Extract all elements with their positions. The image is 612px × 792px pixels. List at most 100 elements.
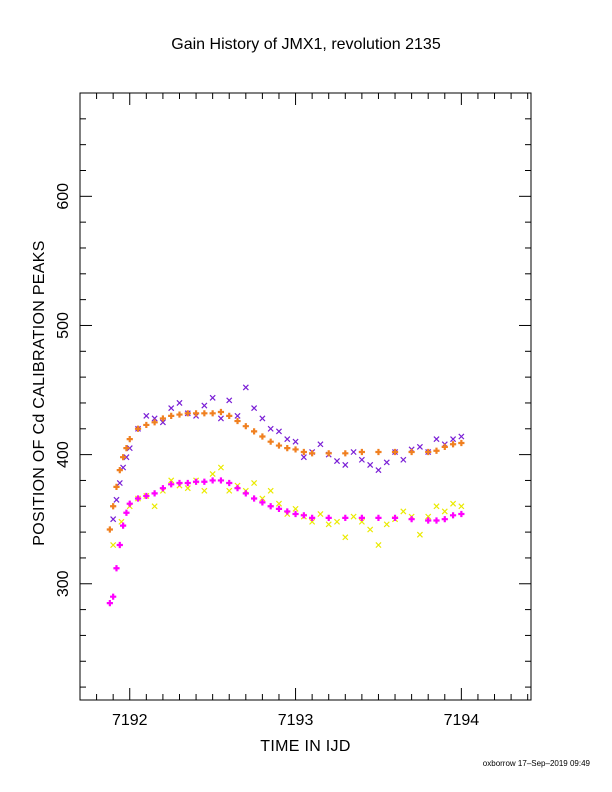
data-point [123, 454, 130, 461]
data-point [350, 449, 357, 456]
data-point [449, 441, 457, 448]
data-point [300, 448, 307, 456]
data-point [217, 415, 224, 422]
series-1 [106, 408, 465, 533]
data-point [168, 477, 175, 484]
data-point [333, 458, 341, 465]
data-point [433, 447, 440, 454]
data-point [143, 492, 150, 500]
data-point [292, 438, 299, 445]
data-point [458, 503, 465, 510]
data-point [259, 433, 266, 440]
data-point [201, 410, 208, 417]
data-point [159, 419, 166, 426]
data-point [242, 490, 249, 497]
axis-tick-labels: 7192 7193 7194 300 400 500 600 [55, 183, 479, 729]
data-point [367, 461, 374, 468]
y-tick-label: 600 [55, 183, 72, 210]
data-point [458, 439, 465, 447]
data-point [110, 516, 117, 523]
data-point [275, 442, 283, 449]
data-point [192, 478, 200, 485]
data-point [358, 518, 365, 525]
data-point [106, 526, 113, 533]
data-point [120, 454, 127, 461]
data-point [425, 517, 432, 524]
x-tick-label: 7193 [278, 712, 314, 729]
data-point [400, 508, 407, 515]
data-point [267, 438, 274, 445]
data-point [134, 495, 142, 502]
data-point [259, 499, 266, 506]
data-point [110, 541, 117, 549]
data-point [226, 397, 233, 404]
series-2 [110, 464, 465, 549]
data-point [176, 479, 183, 487]
data-point [242, 384, 249, 391]
data-point [450, 500, 457, 507]
data-point [234, 485, 241, 492]
data-point [441, 516, 448, 523]
data-point [151, 415, 158, 422]
data-point [375, 467, 382, 474]
data-point [159, 415, 167, 422]
data-point [358, 448, 365, 456]
data-point [342, 450, 349, 457]
data-point [242, 423, 249, 430]
data-point [151, 503, 158, 510]
data-point [433, 503, 440, 510]
axis-ticks [79, 92, 531, 700]
data-point [201, 402, 208, 409]
data-point [168, 412, 175, 419]
data-point [309, 514, 316, 521]
data-point [113, 496, 120, 503]
data-point [383, 521, 390, 528]
data-point [134, 425, 142, 432]
plot-frame [79, 92, 532, 701]
data-point [259, 495, 266, 502]
data-point [250, 495, 258, 502]
data-point [251, 480, 258, 487]
data-point [342, 534, 349, 541]
x-axis-label: TIME IN IJD [260, 738, 351, 755]
data-point [325, 450, 332, 457]
data-point [333, 518, 341, 525]
data-point [425, 513, 432, 520]
data-point [441, 508, 448, 515]
data-point [292, 510, 299, 518]
data-point [184, 479, 191, 487]
data-point [209, 394, 216, 401]
data-point [309, 450, 316, 457]
data-point [217, 477, 225, 484]
y-tick-label: 400 [55, 441, 72, 468]
data-point [151, 419, 158, 426]
data-point [176, 411, 183, 418]
data-point [375, 514, 382, 521]
data-point [113, 565, 120, 572]
data-point [400, 456, 407, 463]
data-point [441, 443, 448, 450]
data-point [408, 448, 415, 456]
data-point [325, 521, 332, 528]
data-point [217, 464, 224, 471]
data-point [126, 436, 133, 443]
data-point [309, 518, 316, 525]
data-point [433, 517, 440, 524]
data-point [292, 446, 299, 453]
data-point [317, 511, 324, 518]
data-point [292, 505, 299, 512]
data-point [116, 480, 123, 487]
data-point [143, 421, 150, 429]
data-point [234, 412, 241, 419]
data-point [250, 428, 258, 435]
data-point [416, 531, 423, 538]
data-point [267, 425, 274, 432]
data-points [106, 384, 465, 607]
data-point [342, 461, 349, 468]
data-point [275, 505, 283, 512]
data-point [284, 445, 291, 452]
data-point [123, 509, 130, 516]
data-point [425, 448, 432, 456]
data-point [267, 503, 274, 510]
data-point [113, 483, 120, 491]
